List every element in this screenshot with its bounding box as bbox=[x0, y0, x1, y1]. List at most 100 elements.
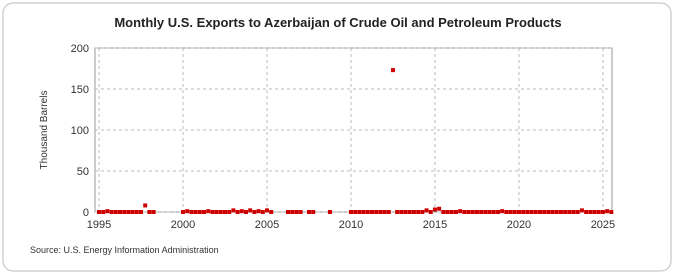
point bbox=[113, 210, 118, 214]
point bbox=[260, 210, 265, 214]
point bbox=[109, 210, 114, 214]
point bbox=[596, 210, 601, 214]
point bbox=[563, 210, 568, 214]
point bbox=[588, 210, 593, 214]
point bbox=[353, 210, 358, 214]
point bbox=[197, 210, 202, 214]
point bbox=[399, 210, 404, 214]
point bbox=[214, 210, 219, 214]
point bbox=[483, 210, 488, 214]
point bbox=[206, 209, 211, 214]
point bbox=[365, 210, 370, 214]
point bbox=[374, 210, 379, 214]
point bbox=[537, 210, 542, 214]
point bbox=[306, 210, 311, 214]
point bbox=[248, 208, 253, 213]
x-tick-label: 1995 bbox=[87, 219, 111, 231]
point bbox=[134, 210, 139, 214]
x-tick-label: 2025 bbox=[591, 219, 615, 231]
point bbox=[516, 210, 521, 214]
point bbox=[231, 208, 236, 213]
point bbox=[462, 210, 467, 214]
point bbox=[441, 210, 446, 214]
point bbox=[424, 208, 429, 213]
chart-title: Monthly U.S. Exports to Azerbaijan of Cr… bbox=[114, 15, 561, 30]
point bbox=[403, 210, 408, 214]
point bbox=[382, 210, 387, 214]
point bbox=[118, 210, 123, 214]
point bbox=[411, 210, 416, 214]
point bbox=[122, 210, 127, 214]
point bbox=[449, 210, 454, 214]
y-axis-label: Thousand Barrels bbox=[39, 91, 50, 170]
x-tick-label: 2010 bbox=[339, 219, 363, 231]
point bbox=[294, 210, 299, 214]
point bbox=[298, 210, 303, 214]
point bbox=[223, 210, 228, 214]
point bbox=[139, 210, 144, 214]
point bbox=[357, 210, 362, 214]
point bbox=[210, 210, 215, 214]
point bbox=[533, 210, 538, 214]
point bbox=[495, 210, 500, 214]
point bbox=[592, 210, 597, 214]
point bbox=[466, 210, 471, 214]
point bbox=[181, 210, 186, 214]
point bbox=[491, 210, 496, 214]
x-tick-label: 2000 bbox=[171, 219, 195, 231]
y-tick-label: 0 bbox=[83, 207, 89, 219]
point bbox=[151, 210, 156, 214]
point bbox=[479, 210, 484, 214]
point bbox=[487, 210, 492, 214]
point bbox=[264, 208, 269, 213]
point bbox=[407, 210, 412, 214]
point bbox=[605, 209, 610, 214]
point bbox=[458, 209, 463, 214]
point bbox=[512, 210, 517, 214]
point bbox=[508, 210, 513, 214]
point bbox=[546, 210, 551, 214]
point bbox=[348, 210, 353, 214]
point bbox=[235, 210, 240, 214]
point bbox=[193, 210, 198, 214]
point bbox=[285, 210, 290, 214]
point bbox=[311, 210, 316, 214]
point bbox=[105, 209, 110, 214]
source: Source: U.S. Energy Information Administ… bbox=[30, 245, 219, 255]
point bbox=[500, 209, 505, 214]
x-tick-label: 2020 bbox=[507, 219, 531, 231]
point bbox=[416, 210, 421, 214]
point bbox=[256, 209, 261, 214]
point bbox=[558, 210, 563, 214]
y-tick-label: 100 bbox=[71, 125, 89, 137]
point bbox=[525, 210, 530, 214]
point bbox=[252, 210, 257, 214]
point bbox=[244, 210, 249, 214]
point bbox=[579, 208, 584, 213]
point bbox=[453, 210, 458, 214]
x-tick-label: 2005 bbox=[255, 219, 279, 231]
point bbox=[185, 209, 190, 214]
point bbox=[609, 210, 614, 214]
point bbox=[327, 210, 332, 214]
point bbox=[147, 210, 152, 214]
point bbox=[567, 210, 572, 214]
point bbox=[420, 210, 425, 214]
point bbox=[554, 210, 559, 214]
point bbox=[445, 210, 450, 214]
point bbox=[269, 210, 274, 214]
point bbox=[575, 210, 580, 214]
point bbox=[584, 210, 589, 214]
point bbox=[361, 210, 366, 214]
point bbox=[218, 210, 223, 214]
point bbox=[428, 210, 433, 214]
point bbox=[202, 210, 207, 214]
point bbox=[504, 210, 509, 214]
point bbox=[432, 207, 437, 212]
point bbox=[126, 210, 131, 214]
point bbox=[550, 210, 555, 214]
point bbox=[600, 210, 605, 214]
point bbox=[521, 210, 526, 214]
point bbox=[474, 210, 479, 214]
